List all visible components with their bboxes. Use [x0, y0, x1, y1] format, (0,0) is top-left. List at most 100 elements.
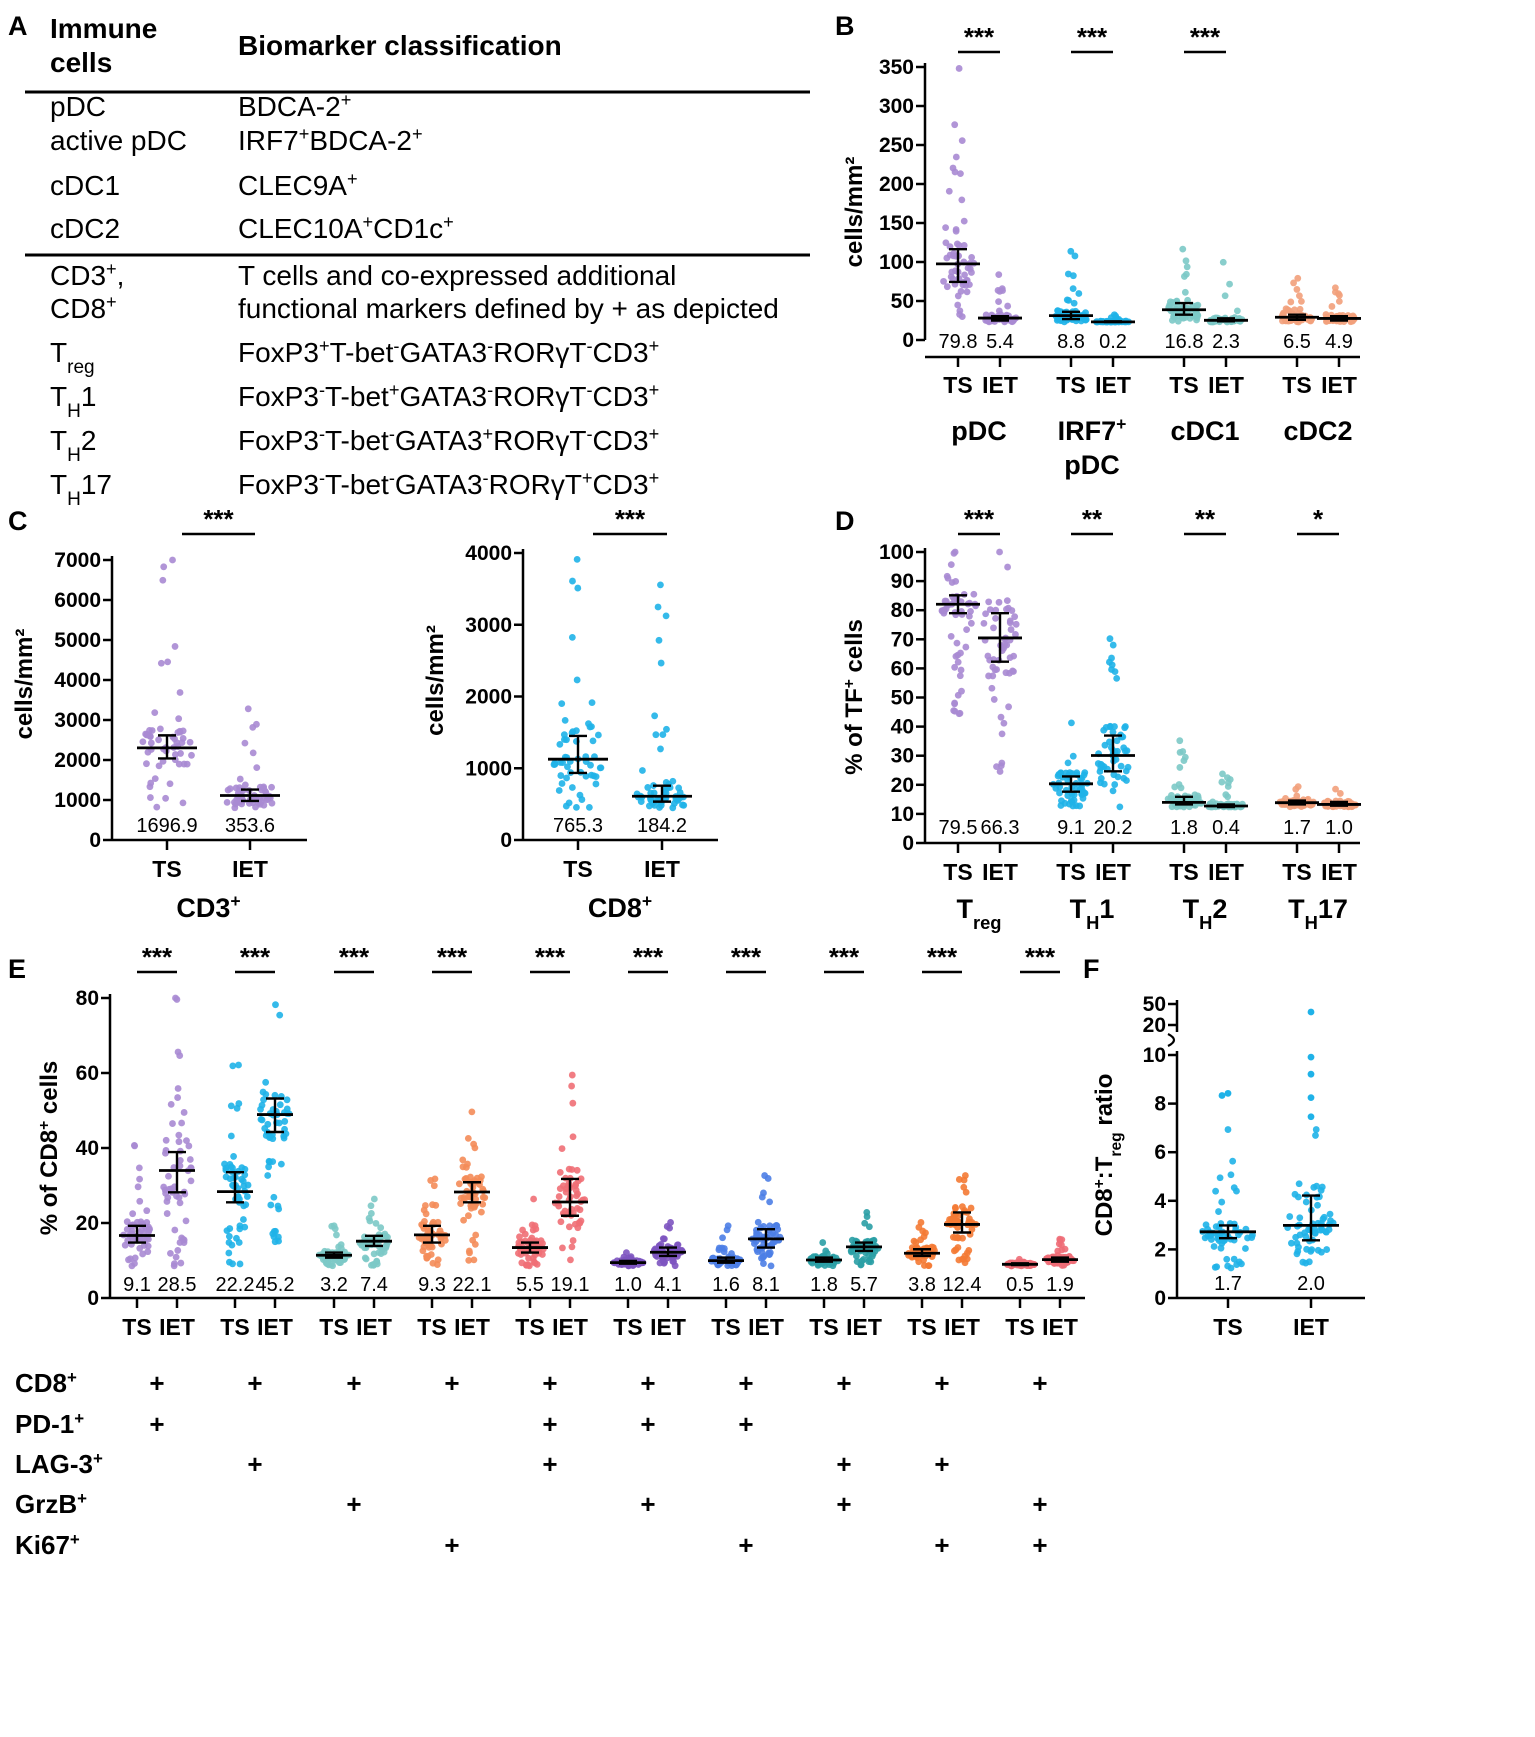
data-point — [167, 1185, 175, 1193]
median-value-label: 22.2 — [216, 1274, 255, 1296]
data-point — [1312, 1126, 1320, 1133]
data-point — [1069, 285, 1077, 292]
table-cell-name: Treg — [50, 337, 95, 378]
data-point — [260, 783, 268, 791]
D-group-label: TH2 — [1183, 894, 1228, 933]
median-value-label: 66.3 — [981, 817, 1020, 839]
data-point — [169, 556, 176, 564]
data-point — [174, 1085, 182, 1092]
data-point — [262, 1090, 270, 1098]
x-tick-label: IET — [1321, 372, 1357, 398]
data-point — [1308, 1246, 1316, 1254]
data-point — [145, 1228, 153, 1236]
y-tick-label: 10 — [891, 803, 914, 826]
median-value-label: 0.5 — [1006, 1274, 1034, 1296]
data-point — [465, 1256, 473, 1264]
data-point — [1006, 654, 1014, 662]
data-point — [637, 798, 645, 806]
data-point — [264, 1172, 272, 1179]
data-point — [659, 1235, 667, 1243]
table-cell-name: CD3+, — [50, 259, 124, 291]
data-point — [123, 1225, 131, 1233]
data-point — [1008, 607, 1016, 614]
data-point — [958, 137, 966, 144]
data-point — [962, 643, 970, 651]
marker-plus: + — [444, 1530, 459, 1560]
marker-plus: + — [542, 1449, 557, 1479]
data-point — [954, 691, 962, 699]
data-point — [329, 1262, 336, 1270]
marker-plus: + — [836, 1449, 851, 1479]
median-value-label: 28.5 — [158, 1274, 197, 1296]
data-point — [955, 1176, 963, 1183]
data-point — [164, 658, 172, 666]
median-value-label: 1.0 — [614, 1274, 642, 1296]
y-tick-label: 150 — [879, 212, 914, 235]
data-point — [951, 699, 959, 707]
data-point — [1212, 1187, 1220, 1195]
data-point — [758, 1193, 766, 1201]
data-point — [1106, 635, 1114, 643]
data-point — [177, 1259, 185, 1267]
data-point — [573, 1166, 581, 1174]
data-point — [1180, 757, 1188, 765]
y-tick-label: 2 — [1154, 1238, 1166, 1261]
data-point — [162, 1136, 170, 1144]
data-point — [679, 801, 686, 809]
data-point — [1122, 767, 1130, 775]
data-point — [984, 652, 992, 660]
data-point — [571, 1220, 579, 1228]
marker-plus: + — [149, 1409, 164, 1439]
data-point — [989, 663, 997, 671]
data-point — [1307, 1008, 1315, 1016]
panel-label-E: E — [8, 954, 26, 984]
data-point — [556, 1169, 564, 1176]
data-point — [1224, 779, 1232, 787]
data-point — [1111, 723, 1118, 730]
data-point — [995, 271, 1003, 279]
data-point — [1007, 626, 1015, 633]
data-point — [268, 783, 275, 791]
D-group-label: TH17 — [1288, 894, 1348, 933]
panel-label-F: F — [1083, 954, 1100, 984]
panel-D-chart: 0 10 20 30 40 50 60 70 80 90 100 % of TF+ cells 79.5… — [841, 504, 1361, 933]
data-point — [848, 1248, 855, 1256]
data-point — [1307, 1113, 1315, 1121]
data-point — [565, 1223, 573, 1231]
data-point — [1314, 1201, 1321, 1209]
data-point — [1201, 1234, 1209, 1242]
data-point — [225, 1249, 233, 1257]
data-point — [1011, 613, 1019, 621]
y-tick-label: 0 — [1154, 1287, 1166, 1310]
data-point — [657, 801, 665, 809]
data-point — [1295, 1180, 1303, 1188]
data-point — [1291, 306, 1298, 314]
data-point — [275, 1205, 283, 1213]
data-point — [183, 760, 191, 768]
median-value-label: 3.2 — [320, 1274, 348, 1296]
data-point — [538, 1251, 546, 1258]
y-tick-label: 1000 — [465, 757, 512, 780]
y-tick-label: 20 — [891, 774, 914, 797]
data-point — [753, 1231, 761, 1239]
y-tick-label: 3000 — [54, 709, 101, 732]
y-tick-label: 200 — [879, 173, 914, 196]
median-value-label: 1.7 — [1214, 1273, 1242, 1295]
data-point — [1109, 787, 1117, 795]
data-point — [967, 607, 974, 615]
data-point — [166, 780, 174, 788]
data-point — [953, 240, 961, 248]
data-point — [1183, 263, 1191, 271]
data-point — [143, 760, 150, 768]
data-point — [1058, 1236, 1066, 1244]
data-point — [1056, 783, 1064, 791]
data-point — [121, 1241, 129, 1249]
data-point — [1224, 1126, 1232, 1133]
data-point — [915, 1223, 923, 1231]
data-point — [1217, 1244, 1225, 1252]
data-point — [243, 1193, 251, 1200]
data-point — [182, 1217, 190, 1225]
y-tick-label: 100 — [879, 541, 914, 564]
B-group-label: cDC2 — [1283, 416, 1352, 446]
x-tick-label: IET — [1095, 859, 1131, 885]
